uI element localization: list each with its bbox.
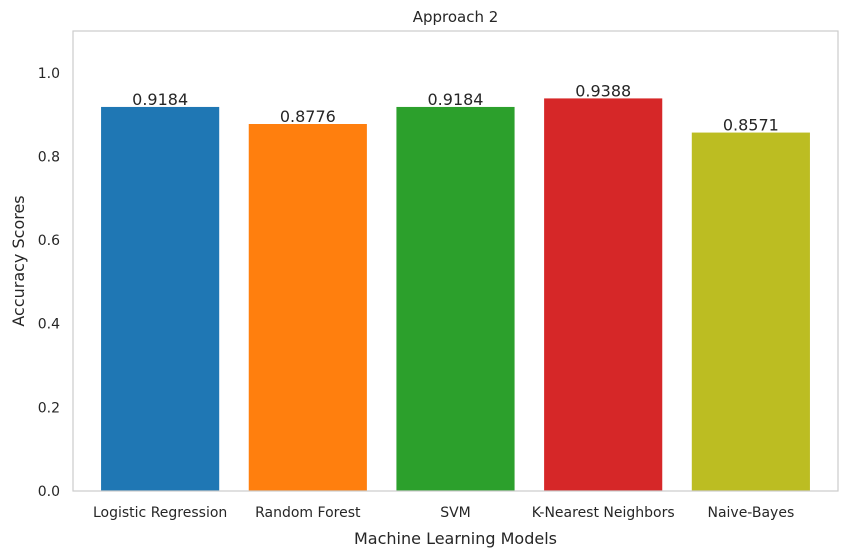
plot-frame xyxy=(72,30,839,492)
x-axis-label: Machine Learning Models xyxy=(354,529,557,548)
bars-group xyxy=(101,98,810,492)
bar-k-nearest-neighbors xyxy=(544,98,663,491)
y-axis-label: Accuracy Scores xyxy=(9,195,28,326)
x-tick-label-logistic-regression: Logistic Regression xyxy=(93,505,227,521)
y-tick-label: 1.0 xyxy=(38,66,60,82)
y-tick-label: 0.8 xyxy=(38,149,60,165)
chart-title: Approach 2 xyxy=(413,8,499,26)
y-axis-ticks: 0.0 0.2 0.4 0.6 0.8 1.0 xyxy=(38,66,60,500)
bar-svm xyxy=(396,106,515,491)
bar-naive-bayes xyxy=(691,132,810,492)
data-label-k-nearest-neighbors: 0.9388 xyxy=(575,81,631,100)
bar-logistic-regression xyxy=(101,106,220,491)
x-tick-label-naive-bayes: Naive-Bayes xyxy=(707,505,794,521)
bar-random-forest xyxy=(248,124,367,492)
x-tick-label-random-forest: Random Forest xyxy=(255,505,361,521)
x-tick-label-svm: SVM xyxy=(440,505,471,521)
x-axis-ticks: Logistic Regression Random Forest SVM K-Nea… xyxy=(93,505,794,521)
y-tick-label: 0.2 xyxy=(38,400,60,416)
data-labels-group: 0.9184 0.8776 0.9184 0.9388 0.8571 xyxy=(132,81,779,134)
data-label-random-forest: 0.8776 xyxy=(280,107,336,126)
x-tick-label-k-nearest-neighbors: K-Nearest Neighbors xyxy=(532,505,675,521)
y-tick-label: 0.0 xyxy=(38,484,60,500)
data-label-svm: 0.9184 xyxy=(428,90,484,109)
y-tick-label: 0.4 xyxy=(38,317,60,333)
y-tick-label: 0.6 xyxy=(38,233,60,249)
data-label-logistic-regression: 0.9184 xyxy=(132,90,188,109)
data-label-naive-bayes: 0.8571 xyxy=(723,116,779,135)
